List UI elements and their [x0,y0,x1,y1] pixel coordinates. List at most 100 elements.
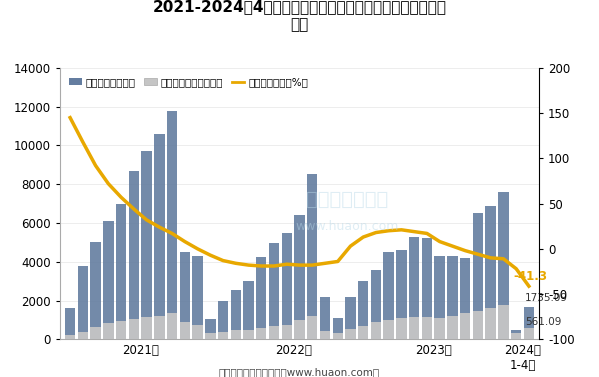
Bar [422,239,432,339]
Bar [269,326,279,339]
商品住宅增速（%） [79,140,86,144]
Bar [192,256,203,339]
Bar [256,257,267,339]
Bar [320,297,330,339]
商品住宅增速（%） [410,229,418,234]
商品住宅增速（%） [245,263,252,267]
Bar [103,221,114,339]
Line: 商品住宅增速（%）: 商品住宅增速（%） [70,118,529,286]
Bar [282,233,292,339]
Bar [231,290,241,339]
Bar [116,321,126,339]
Bar [78,266,88,339]
Bar [90,327,101,339]
Bar [192,325,203,339]
Text: 561.09: 561.09 [525,317,561,328]
Bar [460,313,470,339]
Bar [90,242,101,339]
商品住宅增速（%） [168,231,176,236]
Bar [180,252,190,339]
Bar [307,316,317,339]
Text: -41.3: -41.3 [513,270,547,284]
Bar [141,317,152,339]
Bar [78,331,88,339]
Text: 华经产业研究院: 华经产业研究院 [306,190,389,209]
商品住宅增速（%） [423,231,431,236]
Bar [473,213,483,339]
Bar [409,317,419,339]
商品住宅增速（%） [283,262,291,267]
Bar [243,281,254,339]
商品住宅增速（%） [347,244,354,248]
Bar [485,308,496,339]
Bar [358,326,368,339]
Bar [447,316,458,339]
商品住宅增速（%） [308,263,316,267]
Bar [422,317,432,339]
Title: 2021-2024年4月广东省房地产商品住宅及商品住宅现房销售
面积: 2021-2024年4月广东省房地产商品住宅及商品住宅现房销售 面积 [153,0,446,32]
商品住宅增速（%） [398,228,405,232]
Bar [154,134,165,339]
商品住宅增速（%） [219,258,226,263]
商品住宅增速（%） [373,230,380,235]
Bar [320,331,330,339]
商品住宅增速（%） [130,207,137,211]
Bar [141,151,152,339]
Text: www.huaon.com: www.huaon.com [296,220,399,233]
商品住宅增速（%） [487,256,494,260]
商品住宅增速（%） [270,264,277,268]
Bar [447,256,458,339]
Bar [383,252,394,339]
商品住宅增速（%） [156,225,163,229]
商品住宅增速（%） [207,253,214,257]
商品住宅增速（%） [105,181,112,186]
商品住宅增速（%） [92,163,99,168]
Bar [282,325,292,339]
Bar [205,319,216,339]
Bar [396,250,407,339]
Bar [396,318,407,339]
Bar [358,281,368,339]
商品住宅增速（%） [436,239,443,244]
Bar [345,297,356,339]
商品住宅增速（%） [462,248,469,253]
Bar [65,336,75,339]
Bar [383,320,394,339]
Legend: 商品住宅（万㎡）, 商品住宅现房（万㎡）, 商品住宅增速（%）: 商品住宅（万㎡）, 商品住宅现房（万㎡）, 商品住宅增速（%） [65,73,313,91]
Bar [409,236,419,339]
商品住宅增速（%） [359,235,367,239]
Bar [180,322,190,339]
Bar [116,204,126,339]
商品住宅增速（%） [500,256,507,261]
商品住宅增速（%） [322,261,329,265]
Bar [511,330,521,339]
Bar [511,334,521,339]
Bar [460,258,470,339]
商品住宅增速（%） [385,228,392,233]
商品住宅增速（%） [474,252,482,256]
Bar [434,318,445,339]
Bar [434,256,445,339]
商品住宅增速（%） [194,247,201,251]
商品住宅增速（%） [525,284,533,288]
Bar [498,192,509,339]
Bar [498,305,509,339]
Bar [218,331,228,339]
商品住宅增速（%） [117,195,125,199]
Bar [231,329,241,339]
商品住宅增速（%） [181,239,189,244]
商品住宅增速（%） [513,267,520,271]
Bar [65,308,75,339]
Bar [167,313,177,339]
商品住宅增速（%） [232,261,240,265]
Bar [485,205,496,339]
Bar [205,333,216,339]
Bar [256,328,267,339]
Bar [269,243,279,339]
Bar [473,311,483,339]
Bar [294,215,305,339]
Bar [371,270,381,339]
Bar [129,171,139,339]
商品住宅增速（%） [449,244,456,248]
商品住宅增速（%） [334,259,341,264]
